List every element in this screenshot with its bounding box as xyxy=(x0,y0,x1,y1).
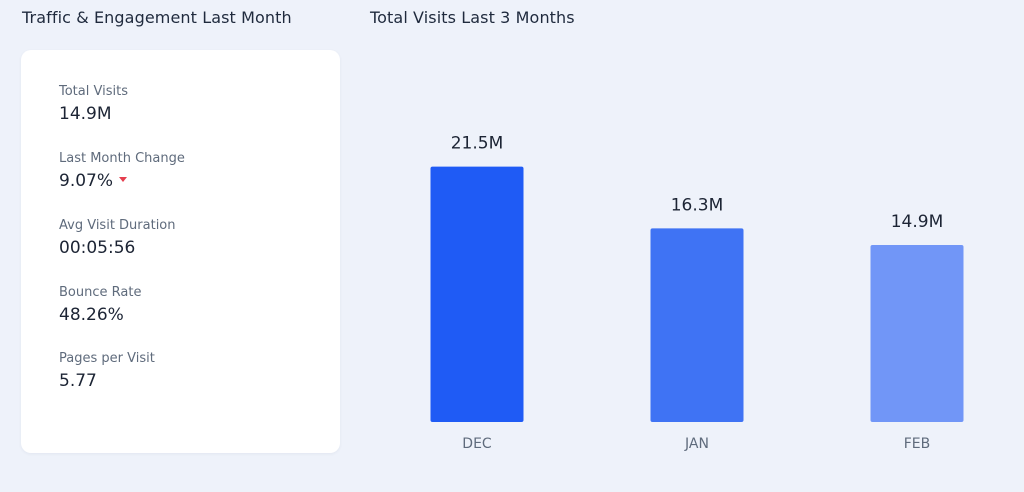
x-tick-label-feb: FEB xyxy=(904,436,931,452)
stat-pages-per-visit: Pages per Visit 5.77 xyxy=(59,351,155,392)
stat-value: 48.26% xyxy=(59,305,124,325)
stat-value: 14.9M xyxy=(59,104,112,124)
stat-label: Total Visits xyxy=(59,84,128,99)
bar-feb xyxy=(870,244,964,422)
data-label-jan: 16.3M xyxy=(671,195,724,215)
x-tick-label-dec: DEC xyxy=(462,436,492,452)
traffic-panel-title: Traffic & Engagement Last Month xyxy=(22,8,292,27)
data-label-feb: 14.9M xyxy=(891,212,944,232)
stat-value: 5.77 xyxy=(59,371,97,391)
stat-last-month-change: Last Month Change 9.07% xyxy=(59,151,185,192)
bar-dec xyxy=(430,166,524,422)
stat-label: Bounce Rate xyxy=(59,285,142,300)
chart-title: Total Visits Last 3 Months xyxy=(370,8,575,27)
bar-jan xyxy=(650,228,744,422)
stat-label: Avg Visit Duration xyxy=(59,218,176,233)
stat-label: Pages per Visit xyxy=(59,351,155,366)
trend-down-icon xyxy=(119,176,128,182)
stat-label: Last Month Change xyxy=(59,151,185,166)
stat-total-visits: Total Visits 14.9M xyxy=(59,84,128,125)
stat-value-row: 9.07% xyxy=(59,170,185,192)
stat-value: 00:05:56 xyxy=(59,238,136,258)
stat-bounce-rate: Bounce Rate 48.26% xyxy=(59,285,141,326)
x-tick-label-jan: JAN xyxy=(684,436,709,452)
stat-value: 9.07% xyxy=(59,171,114,191)
stat-avg-visit-duration: Avg Visit Duration 00:05:56 xyxy=(59,218,176,259)
total-visits-bar-chart: 21.5M DEC 16.3M JAN 14.9M FEB xyxy=(430,134,964,452)
data-label-dec: 21.5M xyxy=(451,134,504,154)
engagement-stats-card: Total Visits 14.9M Last Month Change 9.0… xyxy=(21,50,340,453)
